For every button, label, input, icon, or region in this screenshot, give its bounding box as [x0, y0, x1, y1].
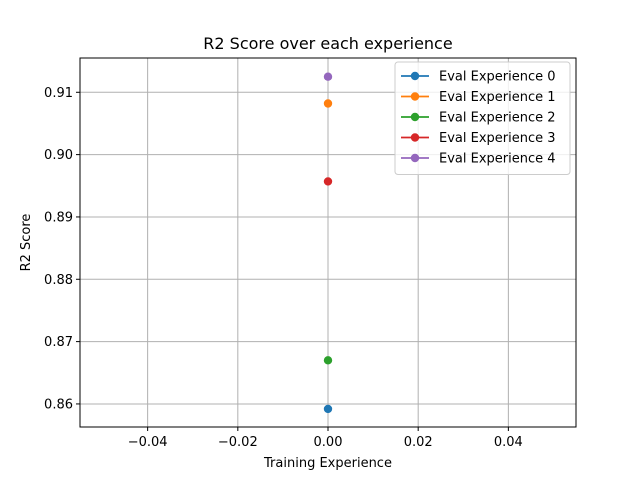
- legend-marker-0: [410, 71, 420, 81]
- y-tick-label: 0.89: [44, 210, 73, 225]
- x-tick-label: −0.02: [218, 435, 258, 450]
- data-point-series-0: [323, 404, 333, 414]
- legend-label-1: Eval Experience 1: [439, 90, 556, 105]
- chart-title: R2 Score over each experience: [203, 34, 452, 53]
- y-tick-label: 0.87: [44, 335, 73, 350]
- y-tick-label: 0.88: [44, 273, 73, 288]
- data-point-series-3: [323, 177, 333, 186]
- x-axis-label: Training Experience: [263, 456, 392, 471]
- x-tick-label: 0.00: [314, 435, 343, 450]
- y-tick-label: 0.90: [44, 148, 73, 163]
- tick-layer: −0.04 −0.02 0.00 0.02 0.04 0.86 0.87 0.88 0.89 0.…: [44, 86, 523, 450]
- x-tick-label: −0.04: [128, 435, 168, 450]
- legend-label-3: Eval Experience 3: [439, 131, 556, 146]
- y-tick-label: 0.91: [44, 86, 73, 101]
- legend-marker-3: [410, 133, 420, 142]
- legend-label-2: Eval Experience 2: [439, 111, 556, 126]
- y-axis-label: R2 Score: [19, 214, 34, 272]
- data-point-series-2: [323, 356, 333, 365]
- x-tick-label: 0.04: [494, 435, 523, 450]
- legend-marker-4: [410, 153, 420, 163]
- legend-box: [394, 61, 571, 175]
- y-tick-label: 0.86: [44, 397, 73, 412]
- data-point-series-1: [323, 99, 333, 108]
- legend-label-0: Eval Experience 0: [439, 70, 556, 85]
- data-point-series-4: [323, 72, 333, 81]
- series-layer: [323, 72, 333, 414]
- x-tick-label: 0.02: [404, 435, 433, 450]
- legend-label-4: Eval Experience 4: [439, 152, 556, 167]
- legend-marker-2: [410, 112, 420, 122]
- legend-marker-1: [410, 92, 420, 101]
- legend: Eval Experience 0 Eval Experience 1 Eval E…: [394, 61, 571, 175]
